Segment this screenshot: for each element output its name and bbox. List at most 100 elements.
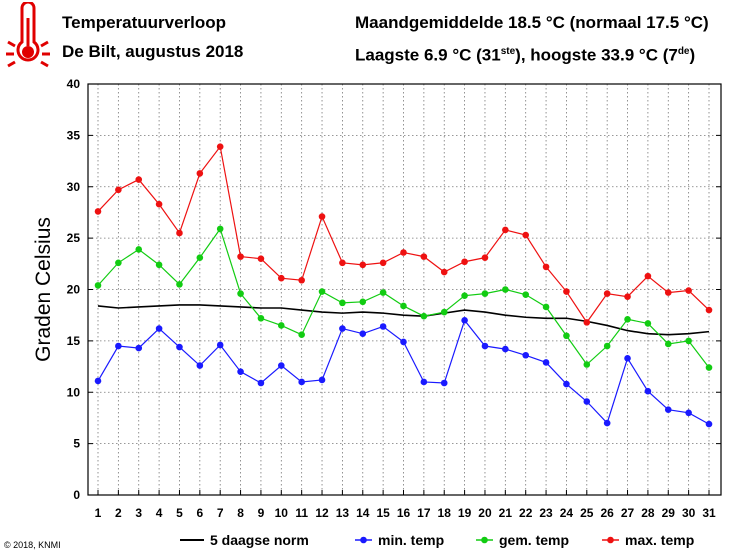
data-point-gem [94, 282, 102, 289]
x-tick-label: 30 [682, 506, 696, 520]
data-point-gem [176, 281, 183, 288]
data-point-gem [339, 299, 346, 307]
data-point-max [135, 176, 143, 183]
y-tick-label: 0 [73, 488, 80, 502]
data-point-gem [705, 364, 713, 371]
data-point-max [624, 293, 631, 300]
data-point-min [216, 341, 224, 349]
header-left: Temperatuurverloop De Bilt, augustus 201… [62, 8, 243, 66]
x-tick-label: 10 [275, 506, 289, 520]
y-tick-label: 5 [73, 437, 80, 451]
series-gem [94, 225, 713, 371]
x-tick-label: 15 [376, 506, 390, 520]
data-point-max [339, 259, 346, 267]
data-point-min [298, 378, 305, 386]
data-point-min [278, 362, 285, 369]
series-norm [97, 304, 710, 336]
data-point-max [257, 255, 265, 262]
extremes-line: Laagste 6.9 °C (31ste), hoogste 33.9 °C … [355, 37, 709, 70]
x-tick-label: 3 [135, 506, 142, 520]
data-point-min [94, 377, 102, 385]
data-point-gem [318, 288, 326, 295]
extremes-close: ) [689, 45, 696, 65]
data-point-max [440, 268, 448, 276]
data-point-gem [135, 246, 143, 253]
x-tick-label: 28 [641, 506, 655, 520]
data-point-min [176, 343, 183, 351]
data-point-gem [502, 286, 509, 293]
data-point-gem [359, 298, 367, 306]
page-title: Temperatuurverloop [62, 13, 227, 32]
data-point-max [155, 200, 163, 208]
data-point-max [542, 263, 550, 271]
data-point-min [318, 376, 326, 384]
data-point-min [196, 362, 204, 369]
data-point-gem [481, 290, 489, 297]
data-point-max [522, 231, 529, 239]
data-point-max [400, 249, 407, 256]
data-point-max [318, 213, 326, 220]
data-point-min [379, 323, 387, 330]
data-point-gem [298, 331, 305, 339]
data-point-min [257, 379, 265, 387]
header-right: Maandgemiddelde 18.5 °C (normaal 17.5 °C… [355, 8, 709, 70]
data-point-max [359, 261, 367, 269]
data-point-gem [400, 302, 407, 310]
data-point-max [196, 170, 204, 177]
legend-marker-gem [481, 536, 488, 544]
extremes-low-suffix: ste [500, 46, 516, 57]
data-point-min [359, 330, 367, 337]
data-point-max [216, 143, 224, 150]
legend-label-max: max. temp [625, 532, 694, 548]
data-point-max [685, 287, 692, 294]
data-point-gem [257, 314, 265, 322]
data-point-min [481, 342, 489, 350]
data-point-gem [196, 254, 204, 261]
x-tick-label: 23 [539, 506, 553, 520]
data-point-gem [461, 292, 468, 299]
legend-label-norm: 5 daagse norm [210, 532, 309, 548]
data-point-min [420, 378, 428, 386]
y-tick-label: 25 [67, 231, 81, 245]
data-point-gem [603, 342, 611, 350]
data-point-max [176, 229, 183, 237]
data-point-max [705, 306, 713, 314]
page-subtitle: De Bilt, augustus 2018 [62, 42, 244, 61]
data-point-min [502, 345, 509, 353]
monthly-average: Maandgemiddelde 18.5 °C (normaal 17.5 °C… [355, 13, 709, 32]
data-point-gem [563, 332, 570, 340]
x-tick-label: 11 [295, 506, 308, 520]
data-point-min [583, 398, 591, 405]
data-point-gem [522, 291, 529, 298]
copyright: © 2018, KNMI [4, 540, 61, 550]
data-point-min [237, 368, 244, 376]
data-point-max [115, 186, 122, 194]
data-point-min [115, 342, 122, 350]
data-point-min [603, 419, 611, 427]
extremes-high: ), hoogste 33.9 °C (7 [515, 45, 678, 65]
x-tick-label: 1 [95, 506, 102, 520]
data-point-min [644, 387, 652, 395]
legend-item-gem: gem. temp [476, 532, 569, 548]
y-axis-label: Graden Celsius [32, 217, 55, 362]
x-tick-label: 21 [499, 506, 513, 520]
data-point-gem [216, 225, 224, 233]
data-point-max [563, 288, 570, 295]
data-point-min [705, 420, 713, 428]
data-point-gem [624, 315, 631, 323]
series-min [94, 317, 713, 428]
data-point-gem [237, 290, 244, 297]
data-point-min [135, 344, 143, 352]
x-tick-label: 14 [356, 506, 370, 520]
x-tick-label: 18 [438, 506, 452, 520]
legend-item-min: min. temp [355, 532, 444, 548]
x-tick-label: 7 [217, 506, 224, 520]
x-tick-label: 26 [600, 506, 614, 520]
x-tick-label: 4 [156, 506, 163, 520]
x-tick-label: 13 [336, 506, 350, 520]
x-tick-label: 20 [478, 506, 492, 520]
data-point-gem [583, 361, 591, 368]
data-point-min [685, 409, 692, 417]
data-point-gem [664, 340, 672, 348]
data-point-max [502, 226, 509, 234]
